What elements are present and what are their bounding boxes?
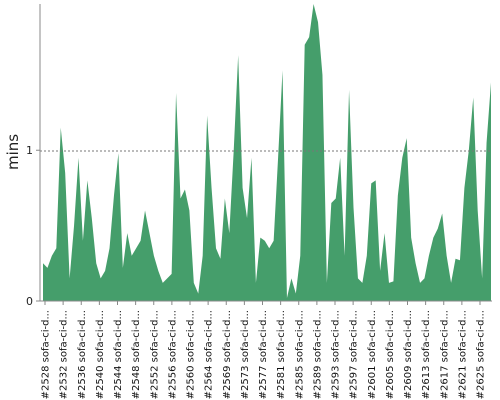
x-tick-label: #2532 sofa-ci-d... [59,310,70,399]
x-tick-label: #2581 sofa-ci-d... [276,310,287,399]
x-tick-label: #2621 sofa-ci-d... [457,310,468,399]
y-axis-title: mins [4,134,22,170]
x-tick-label: #2585 sofa-ci-d... [294,310,305,399]
x-tick-label: #2548 sofa-ci-d... [131,310,142,399]
y-tick-label: 1 [26,144,33,157]
y-axis-ticks: 01 [26,144,40,308]
x-tick-label: #2540 sofa-ci-d... [95,310,106,399]
x-tick-label: #2573 sofa-ci-d... [240,310,251,399]
x-tick-label: #2625 sofa-ci-d... [476,310,487,399]
x-tick-label: #2609 sofa-ci-d... [403,310,414,399]
area-series-layer [43,4,491,301]
x-tick-label: #2597 sofa-ci-d... [349,310,360,399]
x-tick-label: #2556 sofa-ci-d... [167,310,178,399]
y-tick-label: 0 [26,295,33,308]
x-tick-label: #2577 sofa-ci-d... [258,310,269,399]
x-tick-label: #2564 sofa-ci-d... [204,310,215,399]
area-series [43,4,491,301]
x-tick-label: #2605 sofa-ci-d... [385,310,396,399]
x-tick-label: #2589 sofa-ci-d... [312,310,323,399]
x-tick-label: #2560 sofa-ci-d... [186,310,197,399]
x-tick-label: #2601 sofa-ci-d... [367,310,378,399]
x-tick-label: #2593 sofa-ci-d... [331,310,342,399]
x-axis-ticks: #2528 sofa-ci-d... #2532 sofa-ci-d... #253… [41,301,487,399]
x-tick-label: #2569 sofa-ci-d... [222,310,233,399]
x-tick-label: #2617 sofa-ci-d... [439,310,450,399]
x-tick-label: #2552 sofa-ci-d... [149,310,160,399]
x-tick-label: #2613 sofa-ci-d... [421,310,432,399]
x-tick-label: #2544 sofa-ci-d... [113,310,124,399]
x-tick-label: #2536 sofa-ci-d... [77,310,88,399]
x-tick-label: #2528 sofa-ci-d... [41,310,52,399]
